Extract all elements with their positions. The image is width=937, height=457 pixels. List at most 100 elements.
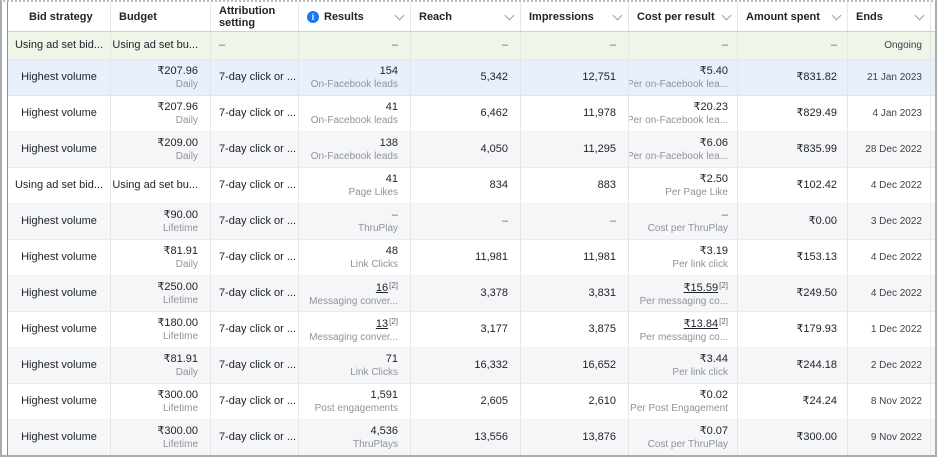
cell-results: 71 Link Clicks: [299, 348, 411, 383]
cell-attribution-setting: 7-day click or ...: [211, 240, 299, 275]
column-label: Bid strategy: [29, 10, 93, 23]
cell-value: 12,751: [582, 71, 616, 83]
cell-ends: 8 Nov 2022: [848, 384, 931, 419]
column-header-reach[interactable]: Reach: [411, 2, 521, 31]
cell-budget: ₹81.91 Daily: [111, 240, 211, 275]
table-row[interactable]: Highest volume ₹300.00 Lifetime 7-day click…: [8, 420, 935, 455]
cell-value: 13[2]: [376, 315, 398, 331]
chevron-down-icon: [914, 10, 925, 21]
column-header-group: Attribution setting: [219, 5, 291, 29]
cell-amount-spent: ₹300.00: [738, 420, 848, 455]
cell-value: ₹250.00: [157, 280, 198, 293]
cell-value: Highest volume: [21, 251, 97, 263]
cell-impressions: 11,295: [521, 132, 629, 167]
cell-value: Highest volume: [21, 71, 97, 83]
cell-bid-strategy: Highest volume: [8, 348, 111, 383]
table-row[interactable]: Highest volume ₹300.00 Lifetime 7-day click…: [8, 384, 935, 420]
cell-attribution-setting: 7-day click or ...: [211, 168, 299, 203]
cell-ends: 2 Dec 2022: [848, 348, 931, 383]
cell-value: 41: [385, 172, 398, 185]
table-header-row: Bid strategy Budget Attribution setting i Re…: [8, 2, 935, 32]
cost-type-label: Per Page Like: [665, 186, 728, 198]
column-header-results[interactable]: i Results: [299, 2, 411, 31]
sort-arrow-icon: [612, 10, 623, 21]
cell-value: Using ad set bu...: [112, 39, 198, 51]
cell-ends: 9 Nov 2022: [848, 420, 931, 455]
cell-value: Using ad set bid...: [14, 179, 104, 191]
cell-reach: 4,050: [411, 132, 521, 167]
cell-results: – ThruPlay: [299, 204, 411, 239]
cell-results: 13[2] Messaging conver...: [299, 312, 411, 347]
result-link[interactable]: ₹15.59: [683, 282, 719, 294]
cell-value: –: [721, 208, 728, 221]
cell-value: 4,536: [370, 424, 398, 437]
column-header-impressions[interactable]: Impressions: [521, 2, 629, 31]
result-type-label: On-Facebook leads: [310, 78, 398, 90]
table-row[interactable]: Using ad set bid... Using ad set bu... 7-d…: [8, 168, 935, 204]
cell-value: ₹3.44: [699, 352, 728, 365]
column-header-ends[interactable]: Ends: [848, 2, 931, 31]
column-header-group: Impressions: [529, 11, 594, 23]
cell-impressions: 883: [521, 168, 629, 203]
cell-cost-per-result: ₹5.40 Per on-Facebook lea...: [629, 60, 738, 95]
cell-amount-spent: ₹179.93: [738, 312, 848, 347]
cell-value: ₹207.96: [157, 100, 198, 113]
cell-budget: ₹180.00 Lifetime: [111, 312, 211, 347]
table-row[interactable]: Highest volume ₹90.00 Lifetime 7-day click …: [8, 204, 935, 240]
cell-cost-per-result: – Cost per ThruPlay: [629, 204, 738, 239]
result-type-label: Link Clicks: [350, 366, 398, 378]
result-type-label: Page Likes: [348, 186, 398, 198]
cell-value: 2 Dec 2022: [870, 360, 922, 371]
scrollbar-gutter: [931, 132, 935, 167]
cell-bid-strategy: Using ad set bid...: [8, 32, 111, 59]
cell-results: 41 On-Facebook leads: [299, 96, 411, 131]
cell-bid-strategy: Highest volume: [8, 384, 111, 419]
cell-cost-per-result: ₹13.84[2] Per messaging co...: [629, 312, 738, 347]
cell-value: Highest volume: [21, 431, 97, 443]
cell-ends: Ongoing: [848, 32, 931, 59]
table-row[interactable]: Highest volume ₹81.91 Daily 7-day click or …: [8, 348, 935, 384]
cell-budget: ₹300.00 Lifetime: [111, 384, 211, 419]
column-label: Ends: [856, 10, 883, 23]
cell-impressions: 11,978: [521, 96, 629, 131]
cost-type-label: Cost per ThruPlay: [647, 438, 728, 450]
cell-value: 3,875: [588, 323, 616, 335]
cell-attribution-setting: –: [211, 32, 299, 59]
cell-budget: ₹250.00 Lifetime: [111, 276, 211, 311]
cell-attribution-setting: 7-day click or ...: [211, 60, 299, 95]
cell-value: ₹831.82: [796, 71, 837, 83]
cell-value: ₹0.07: [699, 424, 728, 437]
cell-budget: ₹207.96 Daily: [111, 60, 211, 95]
column-label: Impressions: [529, 10, 594, 23]
column-header-cost[interactable]: Cost per result: [629, 2, 738, 31]
scrollbar-gutter: [931, 240, 935, 275]
cost-type-label: Cost per ThruPlay: [647, 222, 728, 234]
table-row[interactable]: Using ad set bid... Using ad set bu... – – –…: [8, 32, 935, 60]
result-link[interactable]: 13: [375, 318, 389, 330]
table-row[interactable]: Highest volume ₹207.96 Daily 7-day click or…: [8, 96, 935, 132]
cell-attribution-setting: 7-day click or ...: [211, 384, 299, 419]
result-type-label: Messaging conver...: [309, 332, 398, 343]
scrollbar-gutter: [931, 276, 935, 311]
info-icon[interactable]: i: [307, 10, 319, 23]
cell-budget: ₹90.00 Lifetime: [111, 204, 211, 239]
cell-value: 7-day click or ...: [219, 251, 297, 263]
table-row[interactable]: Highest volume ₹81.91 Daily 7-day click or …: [8, 240, 935, 276]
cell-attribution-setting: 7-day click or ...: [211, 348, 299, 383]
cell-value: Highest volume: [21, 395, 97, 407]
cell-value: 28 Dec 2022: [865, 144, 922, 155]
cell-reach: 3,177: [411, 312, 521, 347]
footnote-ref: [2]: [719, 317, 728, 326]
result-type-label: ThruPlay: [357, 222, 398, 234]
result-link[interactable]: 16: [375, 282, 389, 294]
table-row[interactable]: Highest volume ₹250.00 Lifetime 7-day click…: [8, 276, 935, 312]
table-row[interactable]: Highest volume ₹180.00 Lifetime 7-day click…: [8, 312, 935, 348]
cell-value: 1,591: [370, 388, 398, 401]
cell-bid-strategy: Highest volume: [8, 420, 111, 455]
table-row[interactable]: Highest volume ₹207.96 Daily 7-day click or…: [8, 60, 935, 96]
cell-value: –: [609, 215, 616, 227]
table-row[interactable]: Highest volume ₹209.00 Daily 7-day click or…: [8, 132, 935, 168]
result-link[interactable]: ₹13.84: [683, 318, 719, 330]
cell-value: –: [391, 39, 398, 51]
column-header-amount[interactable]: Amount spent: [738, 2, 848, 31]
